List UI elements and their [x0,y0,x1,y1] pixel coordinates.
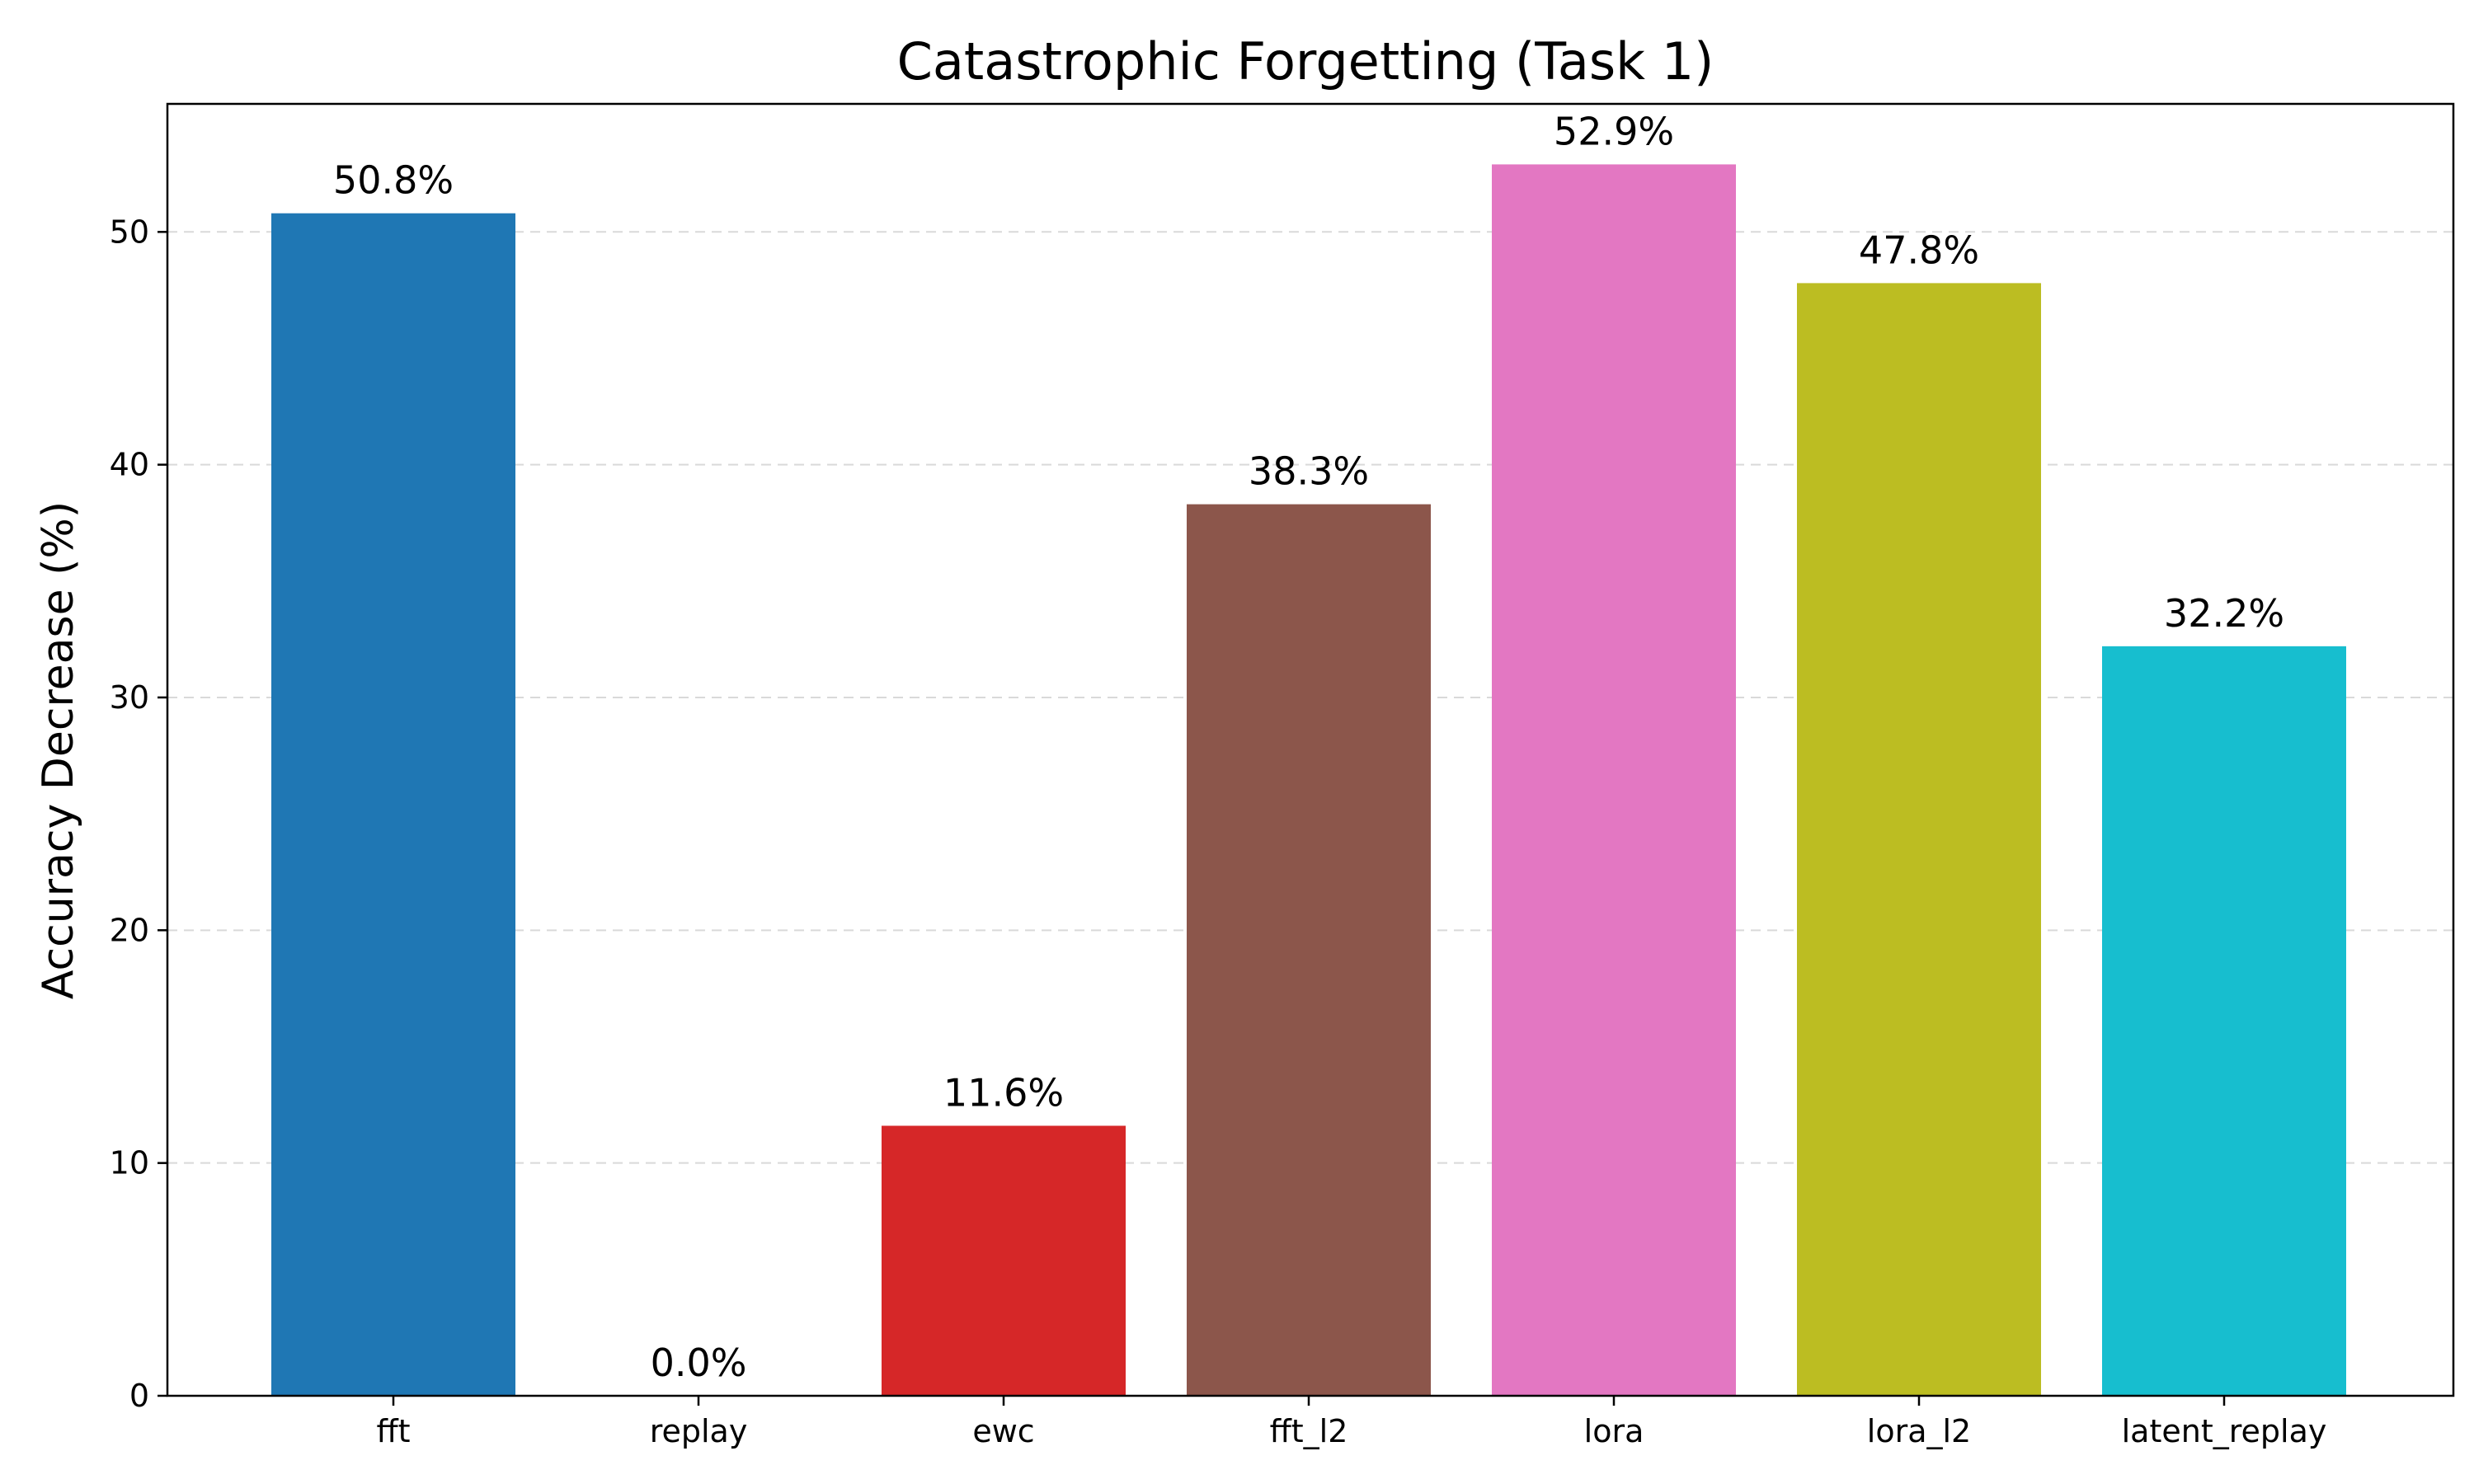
bar-fft [271,213,515,1396]
bar-latent_replay [2102,646,2346,1396]
bar-value-label: 52.9% [1554,109,1674,153]
x-tick-label: latent_replay [2122,1413,2327,1449]
bar-lora [1492,164,1736,1396]
x-tick-label: replay [650,1413,748,1449]
x-tick-label: ewc [972,1413,1034,1449]
plot-frame [166,102,2455,1397]
x-tick-label: lora [1584,1413,1644,1449]
y-tick-label: 30 [110,679,149,716]
bar-value-label: 0.0% [651,1341,747,1385]
y-ticks: 0 10 20 30 40 50 [110,214,167,1414]
bars [271,164,2346,1397]
y-axis-label: Accuracy Decrease (%) [34,501,83,999]
y-tick-label: 50 [110,214,149,250]
bar-value-label: 11.6% [943,1070,1064,1115]
y-tick-label: 10 [110,1145,149,1181]
bar-value-label: 50.8% [333,158,454,203]
chart-title: Catastrophic Forgetting (Task 1) [897,31,1714,92]
bar-value-label: 47.8% [1859,228,1979,272]
x-tick-label: fft_l2 [1270,1413,1348,1449]
bar-ewc [882,1125,1126,1396]
x-tick-label: lora_l2 [1867,1413,1971,1449]
y-tick-label: 0 [129,1378,149,1414]
bar-fft_l2 [1187,504,1431,1396]
bar-value-labels: 50.8% 0.0% 11.6% 38.3% 52.9% 47.8% 32.2% [333,109,2284,1385]
y-tick-label: 20 [110,912,149,948]
bar-lora_l2 [1797,283,2041,1397]
bar-value-label: 32.2% [2164,591,2284,636]
y-tick-label: 40 [110,447,149,483]
bar-value-label: 38.3% [1249,449,1369,494]
x-ticks: fft replay ewc fft_l2 lora lora_l2 latent_repl… [376,1396,2326,1449]
x-tick-label: fft [376,1413,410,1449]
